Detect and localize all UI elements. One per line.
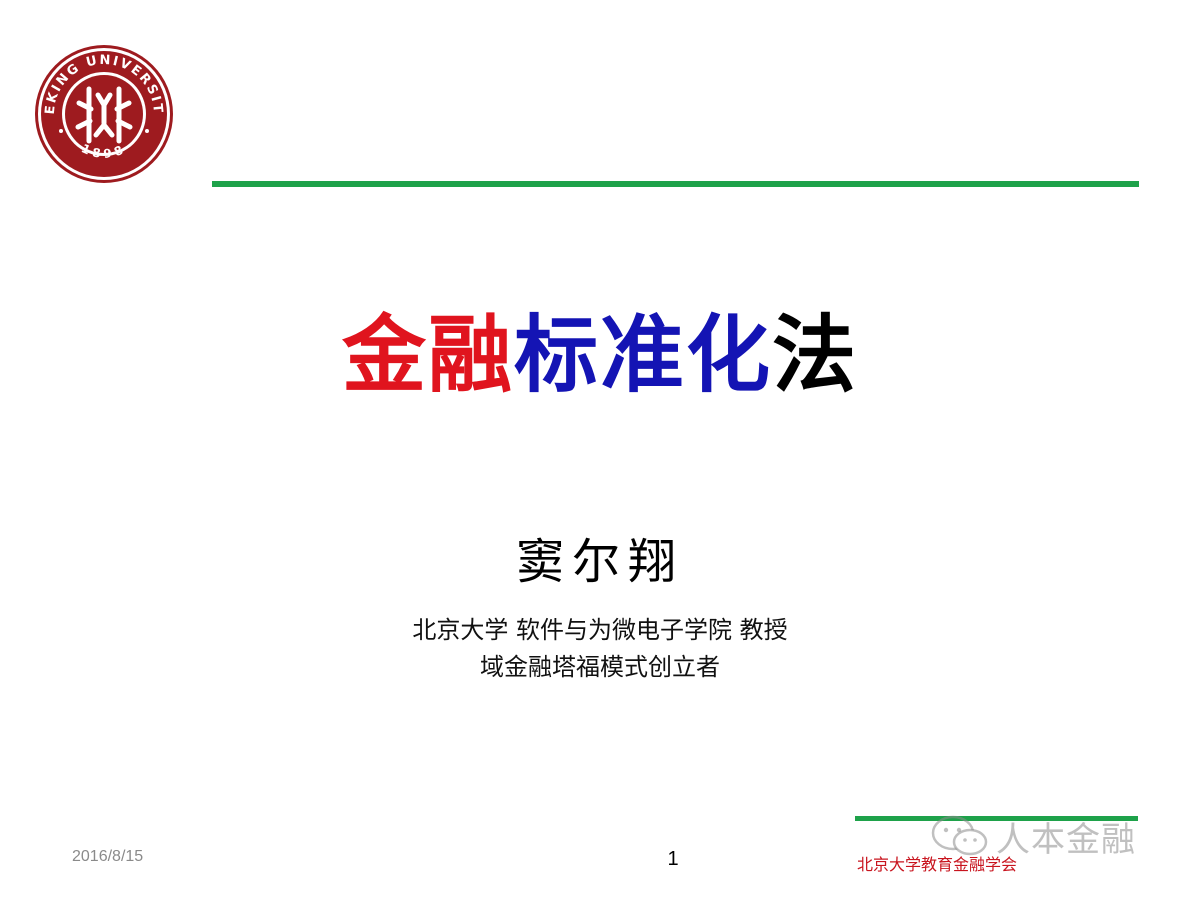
- footer-organization: 北京大学教育金融学会: [857, 855, 1018, 874]
- slide-title: 金融标准化法: [0, 300, 1200, 410]
- peking-university-seal-icon: PEKING UNIVERSITY 1898: [33, 43, 173, 183]
- watermark-text: 人本金融: [996, 819, 1136, 860]
- svg-text:1898: 1898: [79, 141, 129, 161]
- wechat-icon: [931, 815, 988, 856]
- watermark: 人本金融: [930, 812, 1136, 860]
- title-part-red: 金融: [341, 306, 514, 404]
- top-divider: [212, 181, 1139, 187]
- page-number: 1: [667, 848, 679, 870]
- title-part-blue: 标准化: [513, 306, 772, 404]
- author-affiliation: 北京大学 软件与为微电子学院 教授: [412, 616, 788, 644]
- title-part-black: 法: [772, 306, 859, 404]
- bottom-divider: [855, 816, 1138, 821]
- author-name: 窦尔翔: [515, 534, 684, 590]
- footer-date: 2016/8/15: [72, 848, 144, 865]
- author-role: 域金融塔福模式创立者: [480, 653, 720, 681]
